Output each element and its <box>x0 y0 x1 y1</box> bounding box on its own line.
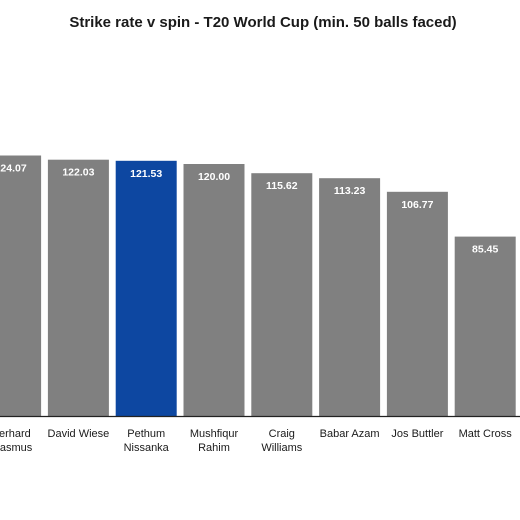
bar-value-label: 113.23 <box>334 185 366 197</box>
bar-value-label: 122.03 <box>62 167 94 179</box>
category-label: Jos Buttler <box>391 428 443 440</box>
bars-layer: 124.07 GerhardErasmus 122.03 David Wiese 121… <box>0 155 516 454</box>
bar <box>183 164 245 416</box>
category-label: GerhardErasmus <box>0 428 33 454</box>
category-label: Craig Williams <box>261 428 302 454</box>
category-label: Babar Azam <box>320 428 380 440</box>
bar <box>319 178 381 416</box>
bar <box>251 173 313 416</box>
bar <box>0 155 42 416</box>
category-label: David Wiese <box>48 428 110 440</box>
bar <box>386 191 448 416</box>
bar <box>454 236 516 416</box>
bar-value-label: 115.62 <box>266 180 298 192</box>
bar-value-label: 120.00 <box>198 171 230 183</box>
bar-value-label: 124.07 <box>0 163 27 175</box>
category-label: Matt Cross <box>459 428 513 440</box>
category-label: Mushfiqur Rahim <box>190 428 239 454</box>
chart-title: Strike rate v spin - T20 World Cup (min.… <box>69 14 456 31</box>
category-label: Pethum Nissanka <box>124 428 170 454</box>
bar-value-label: 106.77 <box>401 199 433 211</box>
bar-value-label: 121.53 <box>130 168 162 180</box>
bar <box>115 160 177 416</box>
bar-value-label: 85.45 <box>472 244 498 256</box>
bar <box>47 159 109 416</box>
